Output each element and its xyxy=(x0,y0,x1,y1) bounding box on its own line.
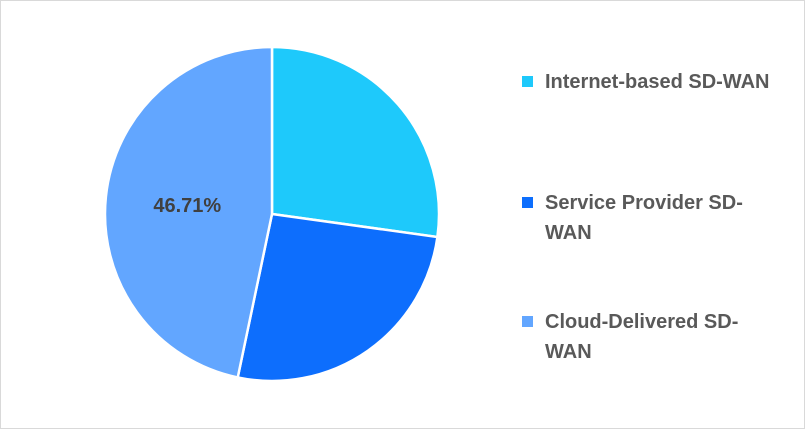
legend-item-service-provider: Service Provider SD-WAN xyxy=(522,188,775,248)
legend-label-internet-based: Internet-based SD-WAN xyxy=(545,71,770,93)
data-label-cloud-delivered: 46.71% xyxy=(153,195,221,217)
legend-label-cloud-delivered: Cloud-Delivered SD-WAN xyxy=(545,311,739,363)
pie-slice-internet-based xyxy=(270,45,441,239)
legend-swatch-cloud-delivered xyxy=(522,316,533,327)
legend-item-internet-based: Internet-based SD-WAN xyxy=(522,67,775,97)
legend-item-cloud-delivered: Cloud-Delivered SD-WAN xyxy=(522,307,775,367)
legend-swatch-service-provider xyxy=(522,197,533,208)
pie-slice-cloud-delivered xyxy=(103,45,274,379)
legend-label-service-provider: Service Provider SD-WAN xyxy=(545,192,743,244)
pie-slice-service-provider xyxy=(236,212,439,383)
legend-swatch-internet-based xyxy=(522,76,533,87)
